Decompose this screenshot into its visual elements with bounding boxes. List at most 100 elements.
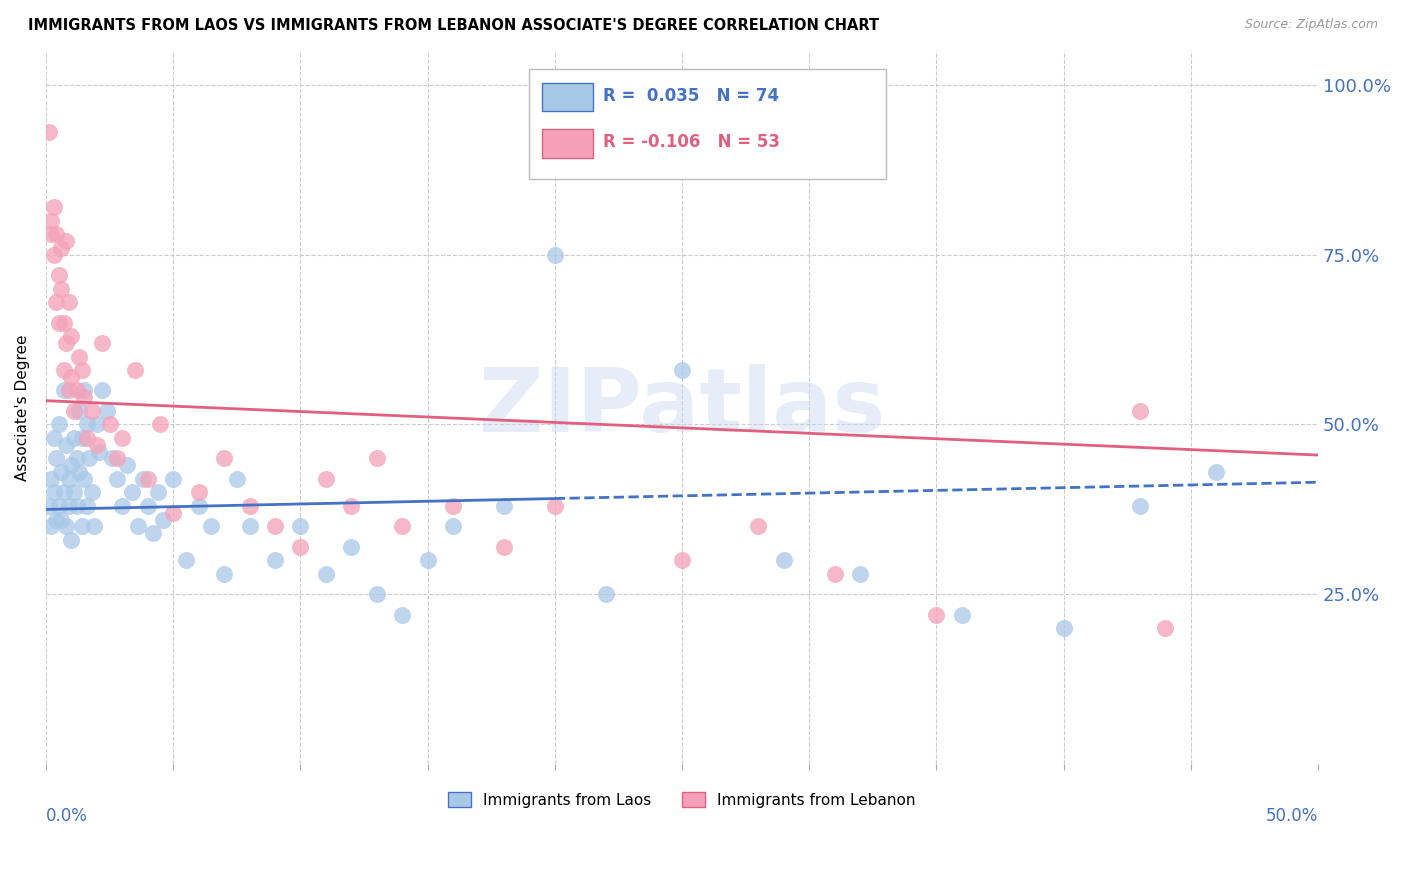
Point bbox=[60, 329, 83, 343]
Point bbox=[315, 566, 337, 581]
Point bbox=[340, 540, 363, 554]
Point bbox=[76, 431, 98, 445]
Point bbox=[136, 499, 159, 513]
Point bbox=[162, 472, 184, 486]
Point bbox=[86, 438, 108, 452]
Point bbox=[772, 553, 794, 567]
Point bbox=[55, 438, 77, 452]
Point bbox=[70, 431, 93, 445]
Point bbox=[77, 451, 100, 466]
Y-axis label: Associate's Degree: Associate's Degree bbox=[15, 334, 30, 481]
Point bbox=[42, 200, 65, 214]
Point bbox=[48, 268, 70, 282]
Text: ZIPatlas: ZIPatlas bbox=[479, 364, 886, 451]
Point bbox=[127, 519, 149, 533]
Point bbox=[65, 499, 87, 513]
FancyBboxPatch shape bbox=[530, 69, 886, 179]
Point bbox=[441, 519, 464, 533]
Point bbox=[1205, 465, 1227, 479]
Point bbox=[52, 485, 75, 500]
Point bbox=[824, 566, 846, 581]
Point bbox=[544, 499, 567, 513]
Point bbox=[45, 295, 67, 310]
Point bbox=[39, 213, 62, 227]
Point bbox=[492, 499, 515, 513]
Point bbox=[67, 404, 90, 418]
Point bbox=[70, 519, 93, 533]
Point bbox=[63, 431, 86, 445]
Point bbox=[124, 363, 146, 377]
Point bbox=[58, 499, 80, 513]
FancyBboxPatch shape bbox=[543, 83, 593, 112]
Point bbox=[52, 363, 75, 377]
Point bbox=[48, 316, 70, 330]
Point bbox=[187, 485, 209, 500]
Text: R = -0.106   N = 53: R = -0.106 N = 53 bbox=[603, 133, 780, 151]
Point bbox=[544, 247, 567, 261]
Point bbox=[52, 316, 75, 330]
Point bbox=[105, 451, 128, 466]
Point bbox=[238, 499, 260, 513]
Point bbox=[51, 465, 73, 479]
Point bbox=[73, 472, 96, 486]
Point bbox=[391, 607, 413, 622]
Point bbox=[111, 499, 134, 513]
Point bbox=[60, 533, 83, 547]
Point bbox=[67, 350, 90, 364]
Point bbox=[105, 472, 128, 486]
Point bbox=[142, 526, 165, 541]
Point bbox=[45, 451, 67, 466]
Point bbox=[51, 513, 73, 527]
Point bbox=[58, 295, 80, 310]
Point bbox=[73, 384, 96, 398]
Point bbox=[39, 472, 62, 486]
Point bbox=[63, 485, 86, 500]
Text: 0.0%: 0.0% bbox=[46, 807, 87, 825]
Point bbox=[1129, 404, 1152, 418]
Point bbox=[60, 458, 83, 473]
Point bbox=[39, 519, 62, 533]
Point bbox=[391, 519, 413, 533]
Point bbox=[76, 499, 98, 513]
Point bbox=[264, 519, 287, 533]
Point bbox=[111, 431, 134, 445]
Point bbox=[174, 553, 197, 567]
Point bbox=[101, 451, 124, 466]
Point bbox=[315, 472, 337, 486]
Legend: Immigrants from Laos, Immigrants from Lebanon: Immigrants from Laos, Immigrants from Le… bbox=[441, 786, 922, 814]
Point bbox=[58, 384, 80, 398]
Point bbox=[131, 472, 153, 486]
Point bbox=[89, 444, 111, 458]
Text: R =  0.035   N = 74: R = 0.035 N = 74 bbox=[603, 87, 779, 104]
Point bbox=[340, 499, 363, 513]
Point bbox=[849, 566, 872, 581]
Point bbox=[212, 566, 235, 581]
Point bbox=[238, 519, 260, 533]
Point bbox=[290, 540, 312, 554]
Point bbox=[200, 519, 222, 533]
Point bbox=[55, 335, 77, 350]
Point bbox=[76, 417, 98, 432]
Point bbox=[98, 417, 121, 432]
Text: IMMIGRANTS FROM LAOS VS IMMIGRANTS FROM LEBANON ASSOCIATE'S DEGREE CORRELATION C: IMMIGRANTS FROM LAOS VS IMMIGRANTS FROM … bbox=[28, 18, 879, 33]
Point bbox=[1154, 621, 1177, 635]
Point bbox=[366, 451, 388, 466]
Point bbox=[55, 234, 77, 248]
Point bbox=[48, 499, 70, 513]
Point bbox=[290, 519, 312, 533]
Point bbox=[1129, 499, 1152, 513]
Point bbox=[441, 499, 464, 513]
Point bbox=[1053, 621, 1076, 635]
Point bbox=[149, 417, 172, 432]
Point bbox=[42, 247, 65, 261]
Point bbox=[45, 227, 67, 242]
Point bbox=[42, 431, 65, 445]
Point bbox=[366, 587, 388, 601]
Point bbox=[52, 384, 75, 398]
Point bbox=[162, 506, 184, 520]
Point bbox=[51, 281, 73, 295]
Point bbox=[86, 417, 108, 432]
Point bbox=[80, 404, 103, 418]
Point bbox=[65, 451, 87, 466]
Point bbox=[38, 125, 60, 139]
